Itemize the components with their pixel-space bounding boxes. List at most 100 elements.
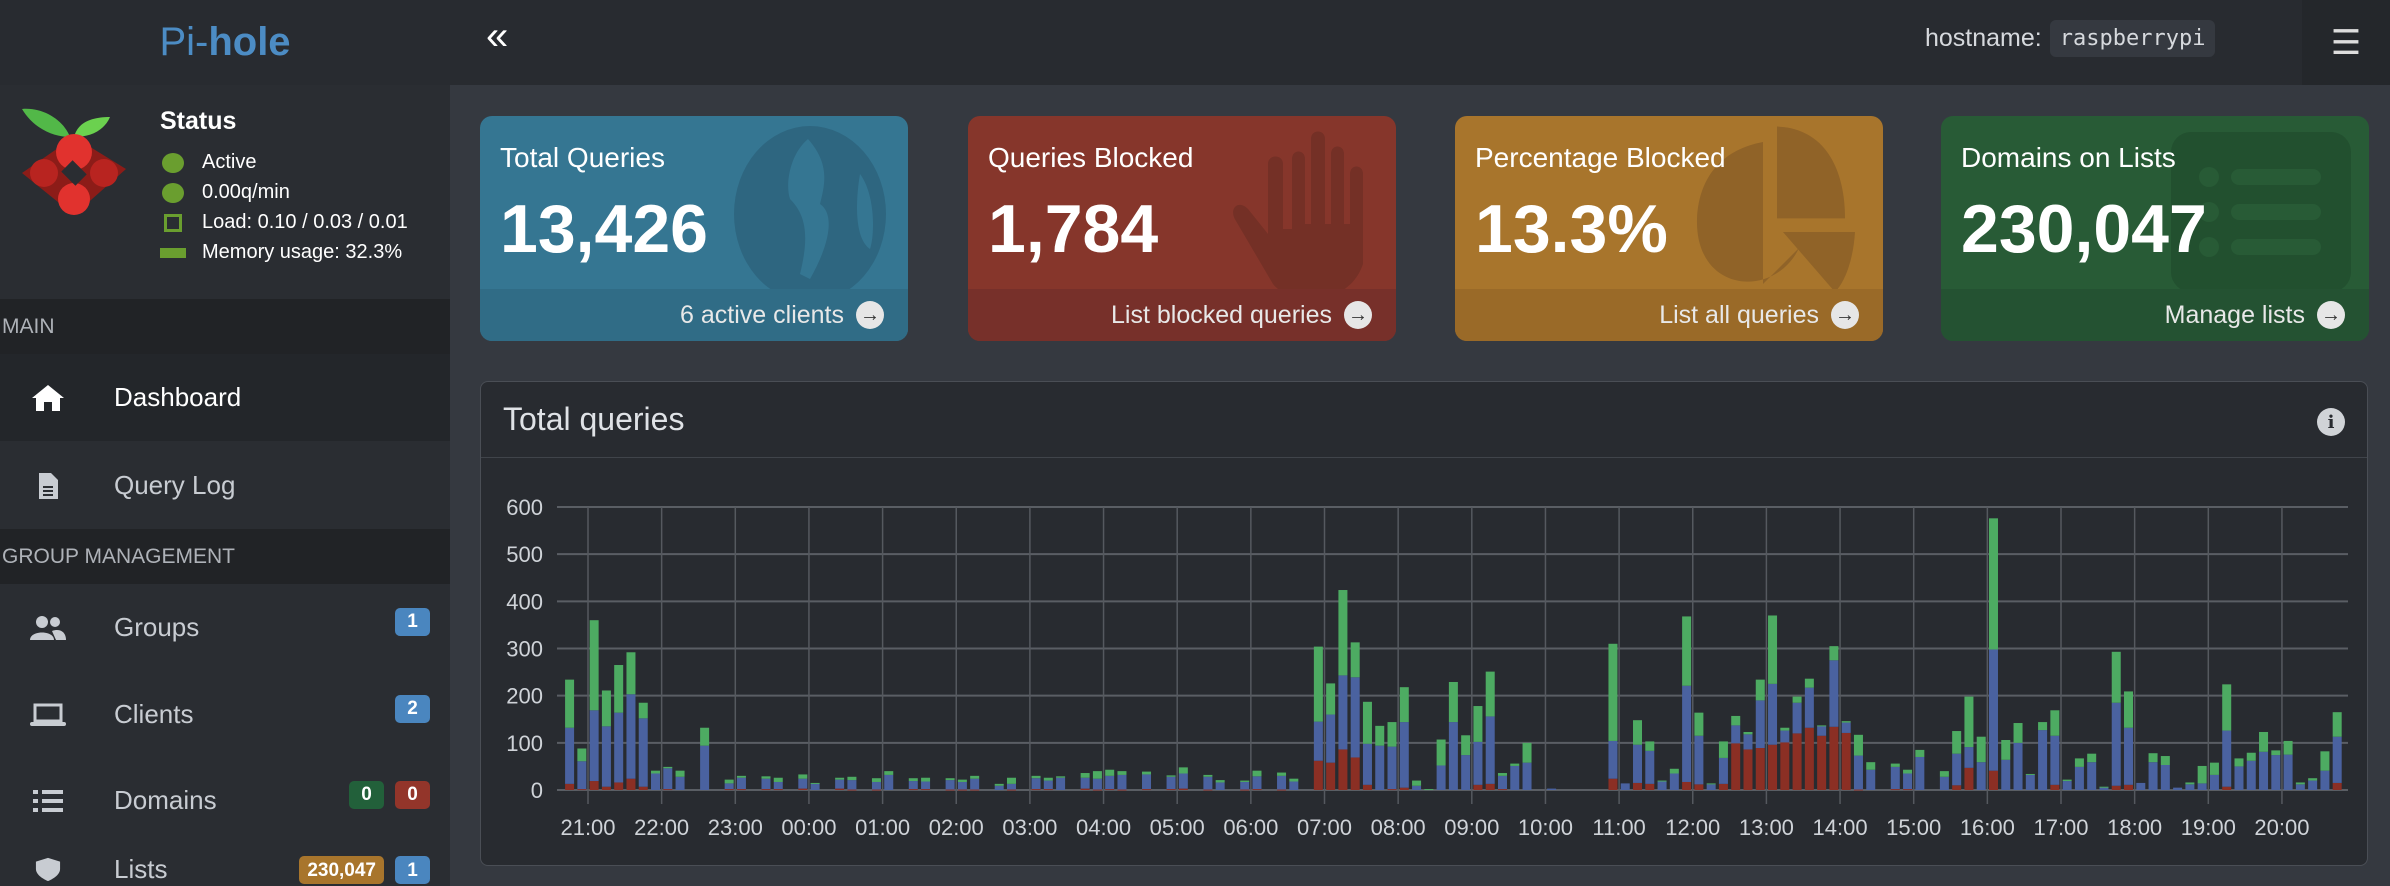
sidebar-item-groups[interactable]: Groups 1 [0,584,450,671]
bar-cached [614,712,624,783]
shield-icon [28,856,68,882]
hamburger-menu-icon[interactable]: ☰ [2302,0,2390,85]
bar-forwarded [2222,684,2232,731]
file-icon [28,472,68,500]
x-tick-label: 03:00 [1002,815,1057,840]
bar-cached [2259,751,2269,790]
bar-blocked [589,781,599,790]
sidebar-item-label: Domains [114,785,217,815]
bar-cached [2246,760,2256,790]
bar-forwarded [1817,725,1827,727]
x-tick-label: 21:00 [560,815,615,840]
bar-forwarded [724,779,734,784]
brand-bold: hole [208,20,291,64]
bar-blocked [921,789,931,791]
status-active-text: Active [202,151,257,173]
bar-forwarded [1178,767,1188,774]
card-domains-on-lists: Domains on Lists 230,047 Manage lists → [1941,116,2369,341]
x-tick-label: 20:00 [2254,815,2309,840]
bar-forwarded [565,679,575,728]
bar-cached [675,776,685,790]
y-tick-label: 400 [506,589,543,614]
sidebar-item-domains[interactable]: Domains 0 0 [0,757,450,844]
bar-cached [1387,746,1397,790]
sidebar-item-dashboard[interactable]: Dashboard [0,354,450,441]
x-tick-label: 23:00 [708,815,763,840]
bar-cached [2320,770,2330,790]
bar-blocked [773,789,783,791]
arrow-right-icon: → [1344,301,1372,329]
bar-blocked [798,788,808,790]
arrow-right-icon: → [856,301,884,329]
bar-forwarded [1105,769,1115,776]
bar-blocked [1988,770,1998,790]
x-tick-label: 05:00 [1150,815,1205,840]
bar-blocked [724,789,734,791]
brand-logo[interactable]: Pi-hole [0,0,450,85]
card-footer-text: List blocked queries [1111,300,1332,329]
total-queries-panel: Total queries i 0 100 200 300 400 500 600 21:00… [480,381,2368,866]
bar-forwarded [1092,771,1102,779]
bar-blocked [1252,789,1262,791]
bar-forwarded [2320,751,2330,771]
bar-forwarded [2001,740,2011,760]
collapse-sidebar-icon[interactable]: « [486,14,509,58]
bar-cached [2062,781,2072,790]
bar-cached [2209,774,2219,790]
bar-cached [2074,766,2084,790]
info-icon[interactable]: i [2317,408,2345,436]
sidebar-item-label: Query Log [114,470,236,500]
bar-cached [2148,762,2158,790]
bar-forwarded [957,779,967,782]
sidebar-item-clients[interactable]: Clients 2 [0,671,450,758]
bar-blocked [577,789,587,791]
list-all-queries-link[interactable]: List all queries → [1455,289,1883,341]
bar-forwarded [1804,678,1814,688]
bar-blocked [2111,785,2121,790]
section-group-management: GROUP MANAGEMENT [0,529,450,584]
bar-blocked [626,778,636,790]
bar-forwarded [1350,642,1360,678]
active-clients-link[interactable]: 6 active clients → [480,289,908,341]
bar-cached [1731,725,1741,744]
bar-forwarded [1853,734,1863,756]
bar-forwarded [1792,696,1802,703]
bar-forwarded [2013,723,2023,743]
laptop-icon [28,703,68,727]
bar-cached [589,710,599,782]
hostname-display: hostname: raspberrypi [1925,20,2216,57]
y-tick-label: 100 [506,731,543,756]
bar-cached [1412,785,1422,790]
bar-cached [761,778,771,790]
bar-forwarded [1436,739,1446,766]
x-tick-label: 04:00 [1076,815,1131,840]
bar-cached [1215,782,1225,790]
bar-cached [2099,787,2109,790]
bar-forwarded [1203,774,1213,777]
bar-blocked [970,789,980,791]
bar-cached [1105,775,1115,790]
bar-cached [1903,773,1913,790]
bar-forwarded [994,783,1004,786]
bar-cached [1633,744,1643,783]
bar-cached [1620,783,1630,790]
sidebar-scrollbar[interactable] [450,50,460,886]
users-icon [28,615,68,641]
bar-forwarded [2160,756,2170,766]
manage-lists-link[interactable]: Manage lists → [1941,289,2369,341]
bar-forwarded [1608,643,1618,741]
bar-blocked [638,786,648,790]
sidebar-item-label: Groups [114,612,200,642]
bar-cached [601,726,611,787]
bar-blocked [1743,749,1753,790]
bar-forwarded [1645,741,1655,751]
list-icon [28,789,68,813]
list-blocked-queries-link[interactable]: List blocked queries → [968,289,1396,341]
bar-cached [1473,741,1483,785]
sidebar-item-query-log[interactable]: Query Log [0,442,450,529]
bar-blocked [614,782,624,790]
sidebar-item-lists[interactable]: Lists 230,047 1 [0,846,450,886]
bar-blocked [1092,789,1102,791]
sidebar: Pi-hole Status Active 0.00q/min Load: 0.… [0,0,450,886]
bar-cached [1448,722,1458,790]
